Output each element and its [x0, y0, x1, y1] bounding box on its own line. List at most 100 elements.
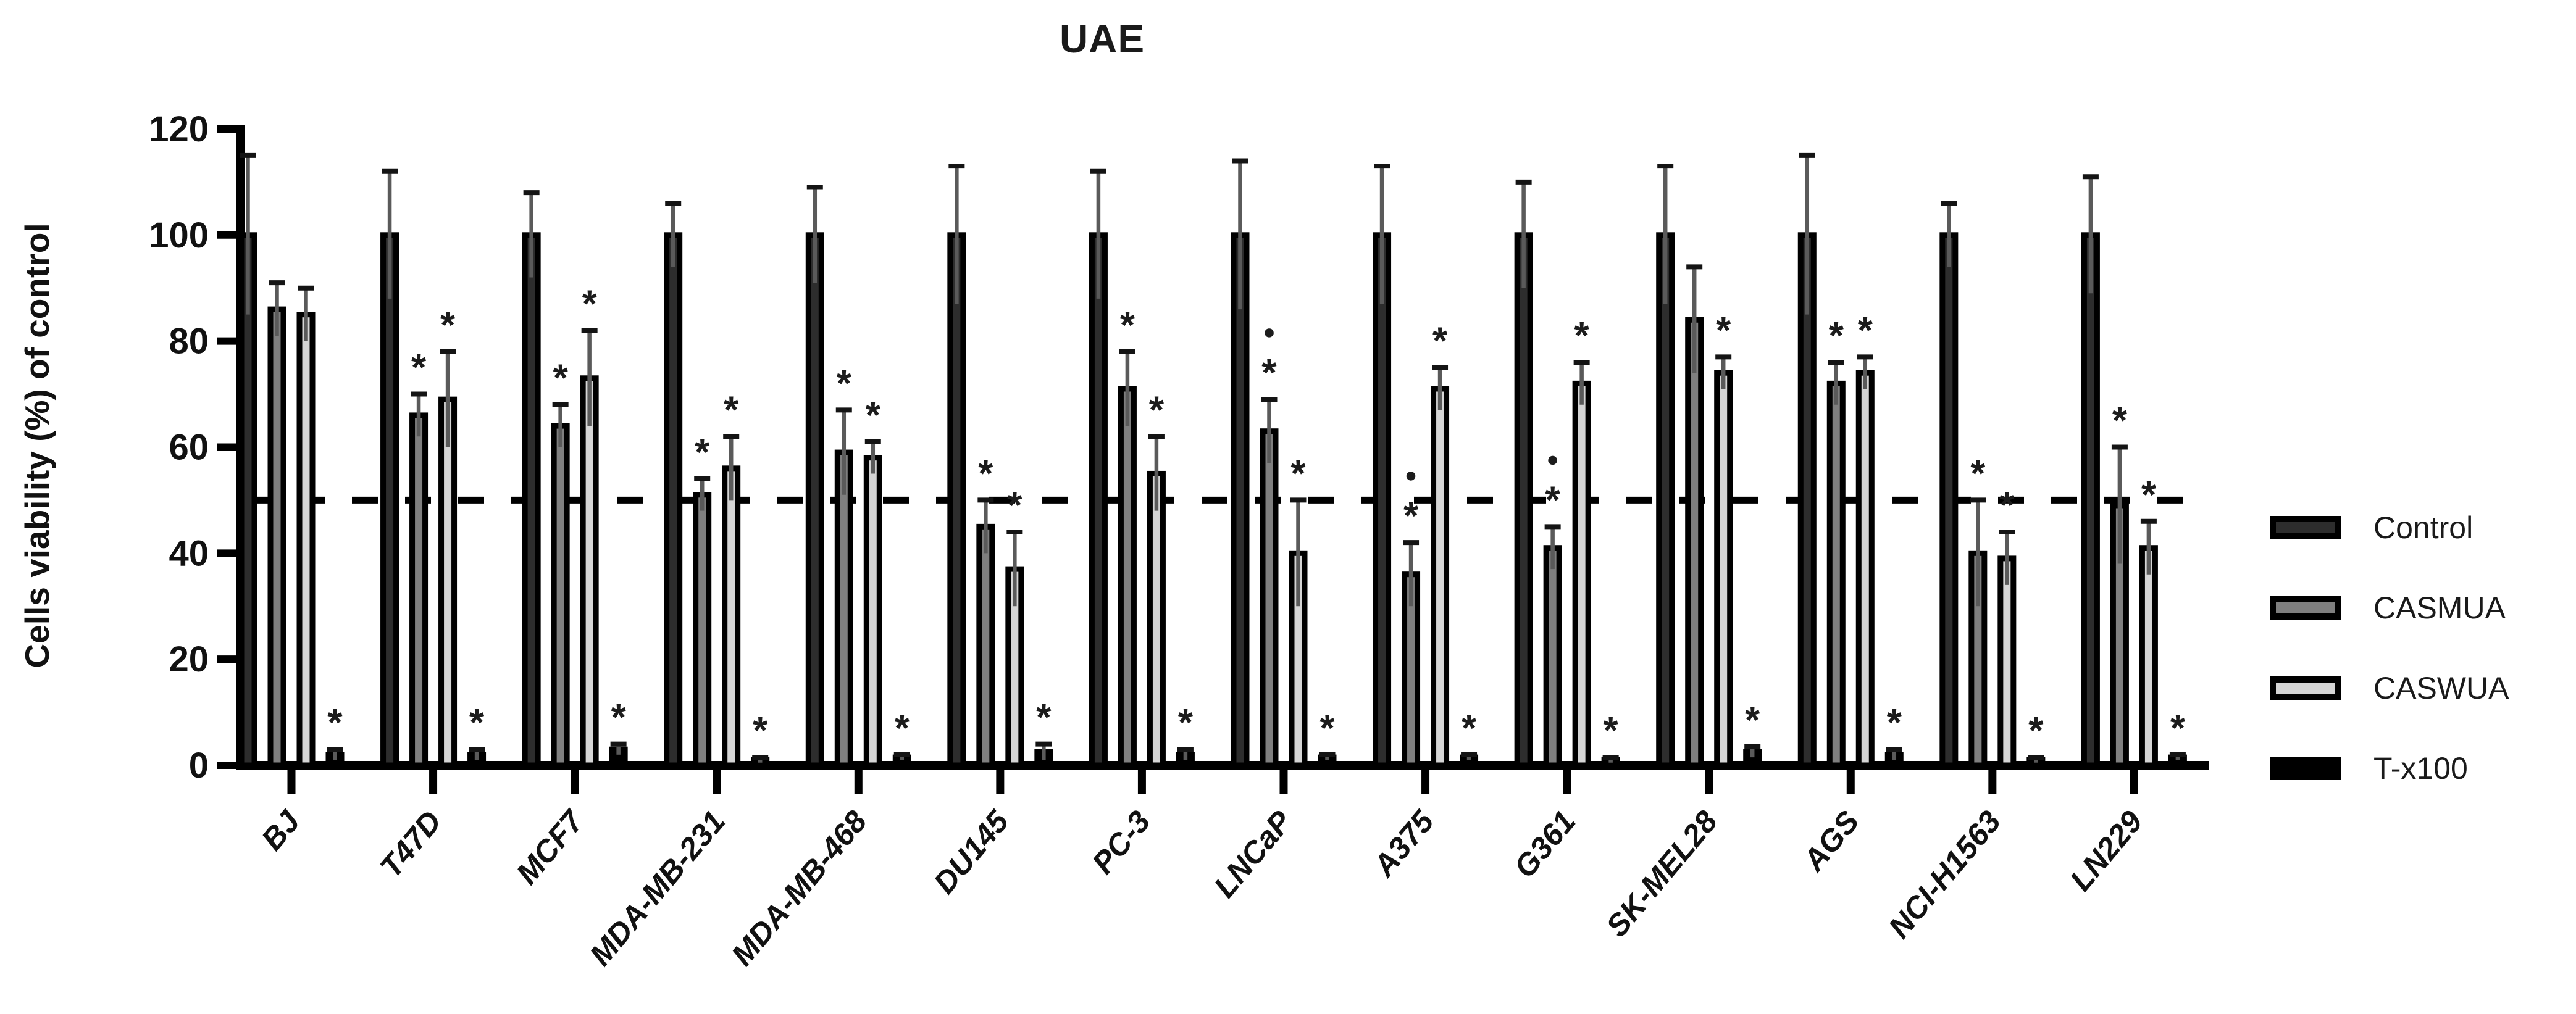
sig-asterisk: * [1999, 484, 2015, 527]
bar-MCF7-CASWUA [580, 375, 599, 768]
chart-title: UAE [1059, 17, 1145, 61]
bar-PC-3-CASMUA [1118, 386, 1137, 768]
bar-AGS-CASWUA [1855, 370, 1875, 768]
sig-asterisk: * [1829, 315, 1844, 357]
legend-row-casmua: CASMUA [2270, 591, 2509, 625]
sig-asterisk: * [978, 452, 993, 495]
bar-MDA-MB-231-CASMUA [693, 492, 712, 768]
legend-label-casmua: CASMUA [2373, 591, 2506, 625]
bar-LN229-CASWUA [2139, 545, 2158, 768]
bar-LN229-Control [2081, 232, 2100, 768]
y-tick-label: 80 [169, 322, 209, 362]
bar-MDA-MB-231-CASWUA [722, 465, 741, 768]
sig-asterisk: * [1745, 699, 1760, 742]
legend-label-control: Control [2373, 510, 2474, 545]
x-category-label: MDA-MB-231 [583, 804, 732, 972]
sig-asterisk: * [695, 431, 710, 474]
bar-A375-CASWUA [1431, 386, 1450, 768]
x-category-label: PC-3 [1085, 804, 1157, 880]
x-category-label: DU145 [927, 804, 1016, 900]
sig-asterisk: * [2028, 710, 2044, 752]
y-tick-label: 0 [189, 746, 209, 786]
bar-SK-MEL28-Control [1656, 232, 1675, 768]
bar-NCI-H1563-Control [1939, 232, 1959, 768]
bar-BJ-CASWUA [296, 312, 316, 768]
sig-asterisk: * [1007, 484, 1022, 527]
sig-asterisk: * [866, 394, 881, 437]
bar-BJ-CASMUA [267, 306, 286, 768]
bar-MCF7-CASMUA [551, 423, 570, 768]
sig-asterisk: * [1178, 702, 1194, 744]
x-category-label: G361 [1507, 804, 1583, 884]
bar-NCI-H1563-CASWUA [1997, 555, 2017, 768]
sig-asterisk: * [469, 702, 485, 744]
sig-asterisk: * [1319, 707, 1335, 750]
x-category-label: MDA-MB-468 [725, 804, 874, 972]
sig-asterisk: * [1432, 320, 1448, 363]
x-category-label: NCI-H1563 [1882, 804, 2008, 945]
sig-asterisk: * [1545, 479, 1561, 522]
sig-dot: ● [1546, 447, 1559, 471]
x-category-label: MCF7 [509, 803, 591, 891]
sig-asterisk: * [1970, 452, 1986, 495]
sig-dot: ● [1263, 320, 1276, 344]
bar-MDA-MB-468-CASMUA [834, 449, 853, 768]
x-category-label: LNCaP [1207, 804, 1299, 904]
sig-asterisk: * [2112, 399, 2128, 442]
sig-asterisk: * [1716, 309, 1731, 352]
bar-DU145-CASMUA [976, 523, 995, 768]
bar-G361-CASWUA [1572, 380, 1591, 768]
bar-MDA-MB-468-CASWUA [863, 455, 882, 768]
bar-AGS-CASMUA [1826, 380, 1846, 768]
sig-asterisk: * [1290, 452, 1306, 495]
sig-asterisk: * [327, 702, 343, 744]
bar-LNCaP-CASMUA [1260, 428, 1279, 768]
bar-G361-CASMUA [1543, 545, 1562, 768]
sig-asterisk: * [1120, 304, 1135, 347]
legend-swatch-caswua [2270, 676, 2341, 700]
legend-swatch-t-x100 [2270, 757, 2341, 780]
legend-label-t-x100: T-x100 [2373, 751, 2468, 786]
legend-swatch-control [2270, 516, 2341, 539]
x-category-label: AGS [1796, 804, 1866, 879]
legend-row-caswua: CASWUA [2270, 671, 2509, 705]
x-category-label: A375 [1366, 804, 1441, 884]
sig-asterisk: * [1149, 389, 1165, 431]
y-tick-label: 20 [169, 639, 209, 679]
y-tick-label: 60 [169, 427, 209, 467]
sig-asterisk: * [1261, 352, 1277, 394]
sig-asterisk: * [837, 362, 852, 405]
sig-asterisk: * [411, 347, 427, 389]
bar-G361-Control [1514, 232, 1533, 768]
sig-asterisk: * [2170, 707, 2186, 750]
sig-asterisk: * [753, 710, 768, 752]
legend-row-t-x100: T-x100 [2270, 751, 2509, 786]
sig-asterisk: * [1887, 702, 1902, 744]
sig-asterisk: * [611, 697, 627, 739]
sig-asterisk: * [553, 357, 569, 400]
sig-asterisk: * [1462, 707, 1477, 750]
bar-T47D-Control [380, 232, 399, 768]
sig-dot: ● [1405, 463, 1418, 487]
legend-label-caswua: CASWUA [2373, 671, 2509, 705]
x-category-label: LN229 [2063, 804, 2149, 897]
bar-DU145-Control [947, 232, 966, 768]
bar-T47D-CASWUA [438, 396, 458, 768]
sig-asterisk: * [1574, 315, 1590, 357]
sig-asterisk: * [1403, 495, 1419, 538]
sig-asterisk: * [582, 283, 598, 325]
x-category-label: T47D [374, 804, 448, 884]
bar-LNCaP-Control [1231, 232, 1250, 768]
chart-legend: Control CASMUA CASWUA T-x100 [2270, 510, 2509, 837]
sig-asterisk: * [2141, 474, 2157, 517]
sig-asterisk: * [895, 707, 910, 750]
bar-SK-MEL28-CASWUA [1714, 370, 1733, 768]
bar-MDA-MB-231-Control [664, 232, 683, 768]
sig-asterisk: * [1858, 309, 1873, 352]
y-tick-label: 40 [169, 533, 209, 573]
bar-PC-3-Control [1089, 232, 1108, 768]
bar-SK-MEL28-CASMUA [1685, 317, 1704, 768]
sig-asterisk: * [440, 304, 456, 347]
